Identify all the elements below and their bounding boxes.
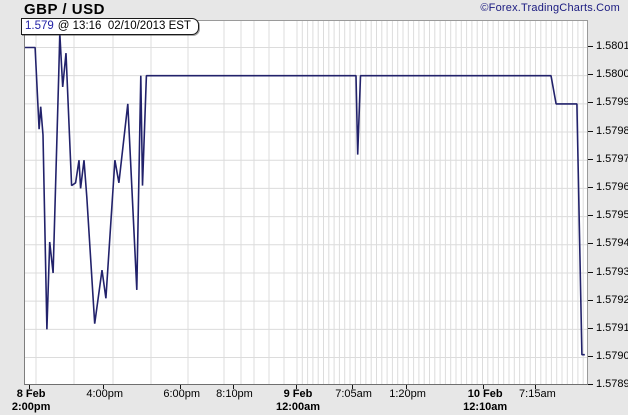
- x-axis-tick-label: 7:15am: [519, 388, 556, 400]
- y-axis-tick-label: 1.5791: [596, 321, 628, 334]
- price-line-chart: [25, 21, 587, 384]
- y-axis-tick: [588, 383, 593, 385]
- page-title: GBP / USD: [24, 1, 105, 19]
- y-axis-tick-label: 1.5795: [596, 209, 628, 222]
- y-axis-tick-label: 1.5792: [596, 293, 628, 306]
- y-axis-tick-label: 1.5789: [596, 377, 628, 390]
- x-axis-tick: [296, 385, 297, 389]
- x-axis-tick: [405, 385, 407, 389]
- x-axis-tick-label: 9 Feb 12:00am: [275, 388, 321, 413]
- copyright-link[interactable]: ©Forex.TradingCharts.Com: [480, 2, 620, 14]
- y-axis-tick: [588, 46, 593, 47]
- x-axis-tick: [351, 385, 353, 389]
- y-axis-tick-label: 1.5797: [596, 152, 628, 165]
- x-axis-tick-label: 10 Feb 12:10am: [463, 388, 508, 413]
- y-axis-tick: [588, 327, 593, 329]
- y-axis-tick-label: 1.5794: [596, 237, 628, 250]
- y-axis-tick-label: 1.5798: [596, 124, 628, 137]
- y-axis-tick: [588, 299, 593, 301]
- y-axis-tick: [588, 158, 593, 160]
- x-axis-tick: [29, 385, 31, 389]
- x-axis-tick-label: 1:20pm: [389, 388, 426, 400]
- x-axis-tick-label: 6:00pm: [163, 388, 201, 400]
- x-axis-tick: [179, 385, 181, 389]
- x-axis-tick-label: 8 Feb 2:00pm: [11, 388, 51, 413]
- chart-plot-area: [24, 20, 588, 385]
- x-axis-tick-label: 7:05am: [335, 388, 372, 400]
- x-axis-tick-label: 4:00pm: [86, 388, 124, 400]
- x-axis-tick: [232, 385, 234, 389]
- y-axis-tick-label: 1.5796: [596, 180, 628, 193]
- price-line: [25, 33, 585, 356]
- x-axis-tick-label: 8:10pm: [216, 388, 253, 400]
- y-axis-tick-label: 1.5790: [596, 350, 628, 362]
- y-axis-tick: [588, 186, 593, 188]
- y-axis-tick: [588, 215, 593, 217]
- x-axis-tick: [102, 385, 104, 389]
- y-axis-tick: [588, 130, 593, 132]
- quote-price: 1.579: [25, 20, 54, 32]
- y-axis-tick: [588, 356, 593, 357]
- x-axis-tick: [535, 385, 537, 389]
- y-axis-tick: [588, 102, 593, 104]
- y-axis-tick-label: 1.5801: [596, 40, 628, 52]
- y-axis-tick-label: 1.5799: [596, 96, 628, 109]
- quote-box: 1.579 @ 13:16 02/10/2013 EST: [21, 18, 199, 35]
- y-axis-tick-label: 1.5793: [596, 265, 628, 278]
- y-axis-tick-label: 1.5800: [596, 68, 628, 81]
- y-axis-tick: [588, 271, 593, 273]
- y-axis-tick: [588, 243, 593, 245]
- quote-details: @ 13:16 02/10/2013 EST: [57, 20, 191, 32]
- y-axis-tick: [588, 74, 593, 76]
- x-axis-tick: [483, 385, 485, 389]
